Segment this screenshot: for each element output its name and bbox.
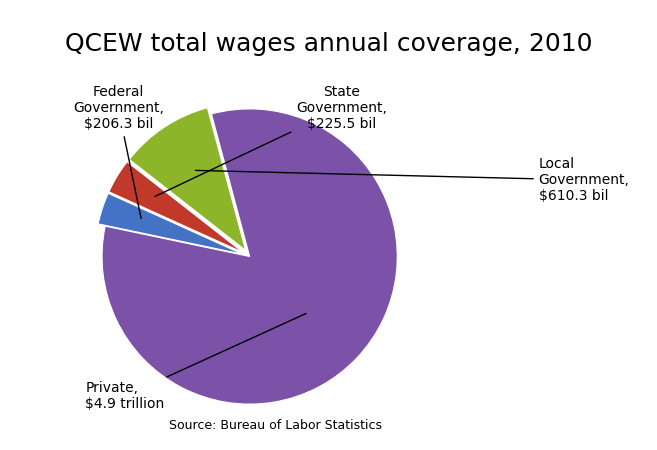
Wedge shape (129, 108, 246, 250)
Text: Private,
$4.9 trillion: Private, $4.9 trillion (85, 314, 306, 411)
Text: Source: Bureau of Labor Statistics: Source: Bureau of Labor Statistics (170, 419, 382, 432)
Text: State
Government,
$225.5 bil: State Government, $225.5 bil (155, 85, 387, 197)
Wedge shape (102, 109, 397, 404)
Wedge shape (98, 194, 242, 254)
Text: Federal
Government,
$206.3 bil: Federal Government, $206.3 bil (73, 85, 164, 218)
Text: QCEW total wages annual coverage, 2010: QCEW total wages annual coverage, 2010 (65, 32, 592, 55)
Wedge shape (109, 162, 243, 253)
Text: Local
Government,
$610.3 bil: Local Government, $610.3 bil (195, 157, 629, 203)
